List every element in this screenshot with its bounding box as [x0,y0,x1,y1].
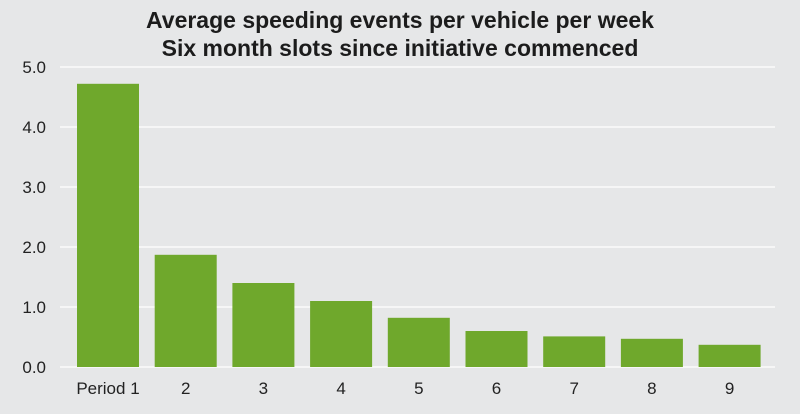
bar [310,301,373,367]
y-axis-ticks: 0.0 1.0 2.0 3.0 4.0 5.0 [22,58,46,377]
x-tick-label: Period 1 [76,379,139,398]
y-tick-label: 2.0 [22,238,46,257]
x-tick-label: 8 [647,379,656,398]
y-tick-label: 4.0 [22,118,46,137]
chart-title-block: Average speeding events per vehicle per … [0,6,800,62]
bar [698,344,761,367]
bar [232,283,295,367]
y-tick-label: 1.0 [22,298,46,317]
x-tick-label: 3 [259,379,268,398]
y-tick-label: 0.0 [22,358,46,377]
bar [465,331,528,367]
x-tick-label: 2 [181,379,190,398]
x-tick-label: 5 [414,379,423,398]
chart-title: Average speeding events per vehicle per … [146,7,654,33]
y-tick-label: 3.0 [22,178,46,197]
bar [620,338,683,367]
y-tick-label: 5.0 [22,58,46,77]
bar [77,83,139,368]
x-tick-label: 4 [336,379,345,398]
x-tick-label: 9 [725,379,734,398]
x-tick-label: 6 [492,379,501,398]
bar [154,254,217,367]
bar [387,317,450,367]
x-axis-ticks: Period 1 2 3 4 5 6 7 8 9 [76,379,734,398]
chart-subtitle: Six month slots since initiative commenc… [161,35,639,61]
bar [543,336,606,367]
x-tick-label: 7 [569,379,578,398]
bar-series [77,83,761,368]
